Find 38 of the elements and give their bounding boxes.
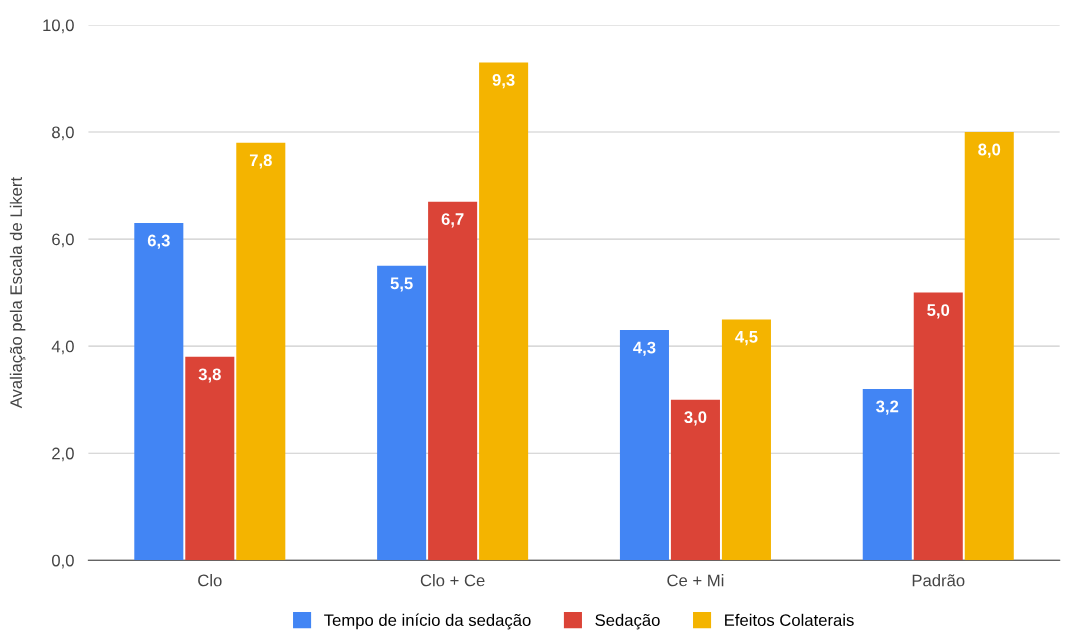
data-label: 4,3 (633, 341, 656, 356)
data-label: 3,0 (684, 411, 707, 426)
data-label: 5,5 (390, 277, 413, 292)
data-label: 3,2 (876, 400, 899, 415)
legend-label: Sedação (595, 613, 660, 630)
bar (670, 399, 720, 561)
bar (479, 62, 529, 561)
data-label: 6,7 (441, 213, 464, 228)
bar (236, 142, 286, 561)
y-tick-label: 10,0 (43, 19, 74, 34)
bar (913, 292, 963, 561)
data-label: 7,8 (249, 154, 272, 169)
bar (134, 223, 184, 561)
legend-label: Tempo de início da sedação (324, 613, 531, 630)
y-tick-label: 4,0 (51, 340, 74, 355)
bar (862, 388, 912, 561)
y-tick-label: 8,0 (52, 126, 74, 141)
bar (619, 330, 669, 561)
y-tick-label: 2,0 (52, 447, 74, 462)
y-axis-title: Avaliação pela Escala de Likert (9, 177, 26, 409)
data-label: 9,3 (492, 74, 515, 89)
x-tick-label: Clo + Ce (420, 574, 485, 587)
x-tick-label: Clo (198, 574, 222, 587)
x-tick-label: Padrão (912, 574, 965, 587)
data-label: 8,0 (978, 143, 1001, 158)
bar (377, 265, 427, 561)
legend-label: Efeitos Colaterais (725, 613, 854, 627)
data-label: 5,0 (927, 304, 950, 319)
data-label: 3,8 (198, 368, 221, 383)
data-label: 4,5 (735, 331, 758, 346)
bar (721, 319, 771, 561)
data-label: 6,3 (147, 234, 170, 249)
y-tick-label: 6,0 (52, 233, 74, 248)
bar (428, 201, 478, 561)
x-tick-label: Ce + Mi (667, 574, 724, 587)
bar (185, 356, 235, 561)
y-tick-label: 0,0 (51, 554, 74, 569)
bar (964, 132, 1014, 561)
